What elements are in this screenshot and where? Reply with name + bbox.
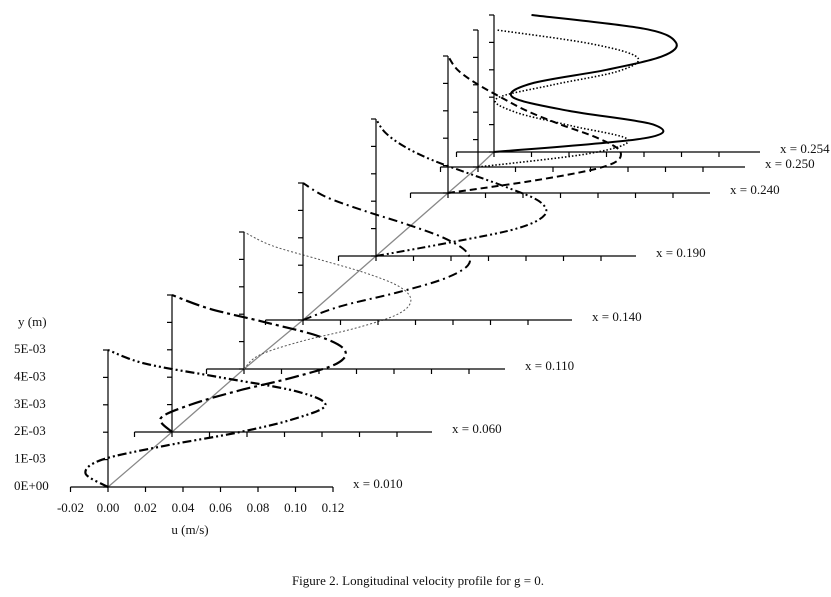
station-label: x = 0.060 <box>452 421 502 436</box>
profile-line <box>243 231 412 370</box>
y-axis-label: y (m) <box>18 314 47 329</box>
profile-line <box>159 293 347 433</box>
y-tick-label: 4E-03 <box>14 368 46 383</box>
profile-line <box>493 14 678 153</box>
profile-line <box>375 118 548 257</box>
station-label: x = 0.140 <box>592 309 642 324</box>
profile-line <box>477 29 640 168</box>
x-tick-label: 0.08 <box>247 500 270 515</box>
station-label: x = 0.254 <box>780 141 830 156</box>
station-label: x = 0.110 <box>525 358 574 373</box>
guide-line <box>107 151 495 488</box>
station-label: x = 0.250 <box>765 156 815 171</box>
y-tick-label: 0E+00 <box>14 478 49 493</box>
y-tick-label: 3E-03 <box>14 396 46 411</box>
x-tick-label: 0.00 <box>97 500 120 515</box>
x-tick-label: 0.02 <box>134 500 157 515</box>
station-label: x = 0.190 <box>656 245 706 260</box>
profile-line <box>302 182 472 321</box>
x-tick-label: 0.06 <box>209 500 232 515</box>
profile-line <box>447 55 622 194</box>
y-tick-label: 1E-03 <box>14 451 46 466</box>
station-label: x = 0.240 <box>730 182 780 197</box>
station-label: x = 0.010 <box>353 476 403 491</box>
caption: Figure 2. Longitudinal velocity profile … <box>292 573 544 588</box>
x-axis-label: u (m/s) <box>171 522 208 537</box>
x-tick-label: -0.02 <box>57 500 84 515</box>
x-tick-label: 0.12 <box>322 500 345 515</box>
y-tick-label: 5E-03 <box>14 341 46 356</box>
y-tick-label: 2E-03 <box>14 423 46 438</box>
x-tick-label: 0.10 <box>284 500 307 515</box>
x-tick-label: 0.04 <box>172 500 195 515</box>
profile-line <box>84 348 327 488</box>
